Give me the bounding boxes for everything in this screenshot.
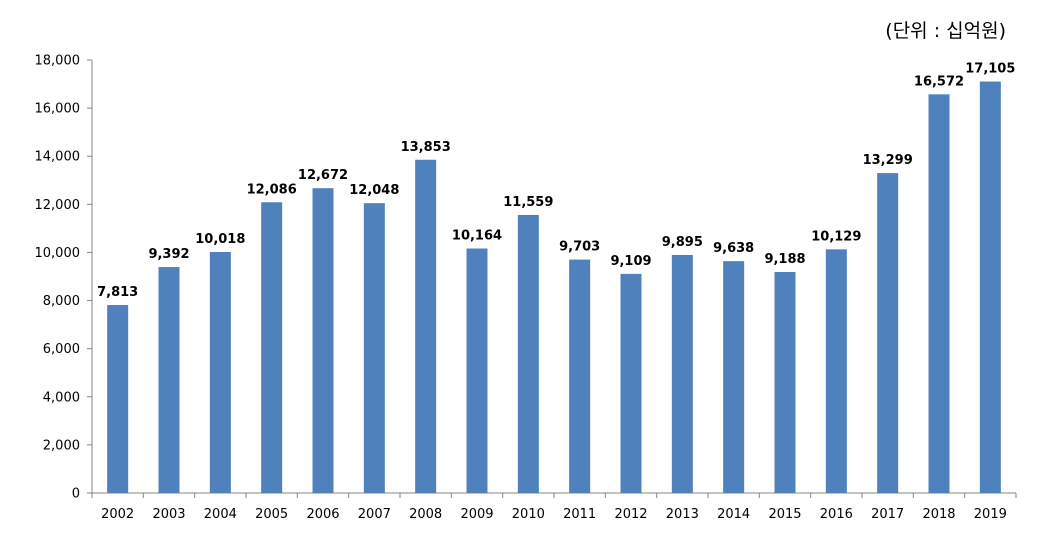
y-tick-label: 4,000 (43, 390, 80, 405)
data-label: 9,188 (764, 252, 805, 267)
x-tick-label: 2009 (460, 507, 493, 522)
data-label: 13,299 (863, 153, 913, 168)
x-tick-label: 2010 (512, 507, 545, 522)
y-tick-label: 10,000 (35, 246, 81, 261)
bar (825, 249, 847, 493)
data-label: 13,853 (401, 140, 451, 155)
unit-label: (단위 : 십억원) (885, 20, 1006, 42)
x-tick-label: 2005 (255, 507, 288, 522)
data-label: 12,672 (298, 168, 348, 183)
x-tick-label: 2002 (101, 507, 134, 522)
bar (363, 203, 385, 494)
y-tick-label: 0 (72, 487, 80, 502)
x-tick-label: 2017 (871, 507, 904, 522)
y-tick-label: 18,000 (35, 54, 81, 69)
data-label: 10,129 (811, 229, 861, 244)
bar (671, 254, 693, 493)
data-label: 10,164 (452, 228, 502, 243)
x-tick-label: 2006 (306, 507, 339, 522)
bar (774, 271, 796, 493)
bar (979, 81, 1001, 493)
y-tick-label: 16,000 (35, 102, 81, 117)
x-tick-label: 2018 (922, 507, 955, 522)
data-label: 10,018 (195, 232, 245, 247)
y-tick-label: 2,000 (43, 438, 80, 453)
bar (620, 273, 642, 493)
bar (928, 94, 950, 494)
bar (569, 259, 591, 493)
x-tick-label: 2019 (974, 507, 1007, 522)
bar (517, 214, 539, 493)
data-label: 9,392 (148, 247, 189, 262)
data-label: 9,895 (662, 235, 703, 250)
data-label: 9,703 (559, 240, 600, 255)
bar (261, 202, 283, 493)
y-tick-label: 6,000 (43, 342, 80, 357)
bar (158, 267, 180, 493)
y-tick-label: 8,000 (43, 294, 80, 309)
data-label: 9,638 (713, 241, 754, 256)
bar (466, 248, 488, 493)
data-label: 12,086 (247, 182, 297, 197)
bar (107, 305, 129, 493)
bar (723, 261, 745, 493)
bar (415, 159, 437, 493)
x-tick-label: 2015 (768, 507, 801, 522)
data-label: 16,572 (914, 74, 964, 89)
bar (877, 173, 899, 494)
data-label: 9,109 (610, 254, 651, 269)
y-tick-label: 12,000 (35, 198, 81, 213)
x-tick-label: 2011 (563, 507, 596, 522)
data-label: 11,559 (503, 195, 553, 210)
data-label: 7,813 (97, 285, 138, 300)
data-label: 12,048 (349, 183, 399, 198)
x-tick-label: 2003 (152, 507, 185, 522)
x-tick-label: 2013 (666, 507, 699, 522)
x-tick-label: 2004 (204, 507, 237, 522)
x-tick-label: 2007 (358, 507, 391, 522)
x-tick-label: 2014 (717, 507, 750, 522)
bar (209, 252, 231, 493)
x-tick-label: 2008 (409, 507, 442, 522)
x-tick-label: 2012 (614, 507, 647, 522)
x-tick-label: 2016 (820, 507, 853, 522)
y-tick-label: 14,000 (35, 150, 81, 165)
data-label: 17,105 (965, 62, 1015, 77)
bar (312, 188, 334, 493)
